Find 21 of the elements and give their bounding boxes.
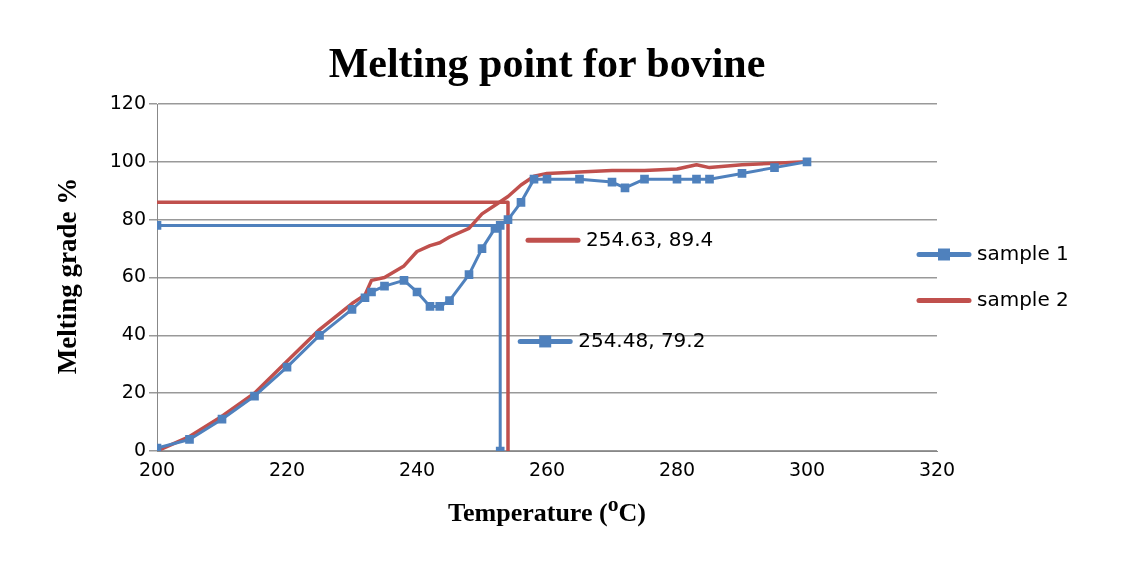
x-tick-label: 320 [918,458,956,481]
chart-title: Melting point for bovine [327,39,767,88]
legend-label: 254.48, 79.2 [578,327,706,352]
x-tick-label: 200 [138,458,176,481]
y-tick-label: 20 [121,380,146,403]
legend-label: sample 2 [977,286,1069,311]
x-tick-label: 220 [268,458,306,481]
x-tick-label: 280 [658,458,696,481]
y-tick-label: 60 [121,264,146,287]
y-tick-label: 100 [109,148,146,171]
y-tick-label: 40 [121,322,146,345]
x-axis-title: Temperature ($^{o}$C) [447,491,647,529]
y-tick-label: 0 [133,437,146,460]
x-tick-label: 240 [398,458,436,481]
y-tick-label: 80 [121,206,146,229]
legend-label: 254.63, 89.4 [586,226,714,251]
legend-label: sample 1 [977,240,1069,265]
x-tick-label: 300 [788,458,826,481]
x-tick-label: 260 [528,458,566,481]
y-axis-title: Melting grade % [51,176,83,376]
y-tick-label: 120 [109,90,146,113]
